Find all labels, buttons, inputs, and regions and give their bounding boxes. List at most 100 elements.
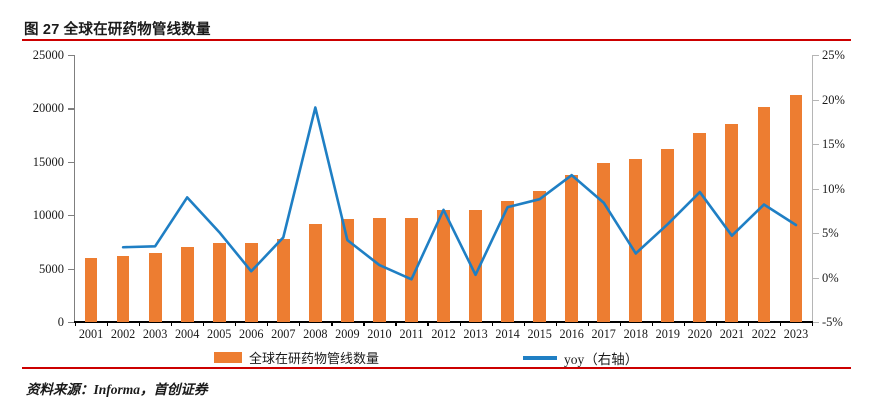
bar-2020 xyxy=(693,132,707,322)
y-axis-left-tick xyxy=(68,322,74,324)
y-axis-left-tick xyxy=(68,108,74,110)
y-axis-right-tick-label: 15% xyxy=(822,137,845,151)
y-axis-right-tick-label: 10% xyxy=(822,181,845,196)
x-axis-tick xyxy=(171,322,173,326)
x-axis-label-2010: 2010 xyxy=(367,327,392,341)
bar-2021 xyxy=(725,123,739,322)
x-axis-label-2002: 2002 xyxy=(110,327,136,341)
bar-2011 xyxy=(405,218,418,322)
bar-2015 xyxy=(533,190,547,322)
x-axis-label-2018: 2018 xyxy=(623,327,648,341)
x-axis-label-2006: 2006 xyxy=(239,327,264,341)
yoy-line-series xyxy=(121,106,798,281)
x-axis-label-2003: 2003 xyxy=(142,327,168,341)
y-axis-right-tick xyxy=(813,188,819,190)
x-axis-tick xyxy=(779,322,782,326)
figure-title: 图 27 全球在研药物管线数量 xyxy=(24,22,211,38)
figure-source: 资料来源：Informa，首创证券 xyxy=(26,382,208,397)
bar-2004 xyxy=(180,247,194,322)
x-axis-label-2005: 2005 xyxy=(207,327,232,341)
y-axis-right-tick-label: 25% xyxy=(822,48,845,62)
x-axis-tick xyxy=(555,322,557,326)
bar-2019 xyxy=(661,149,675,322)
x-axis-tick xyxy=(139,322,141,326)
y-axis-left-tick-label: 20000 xyxy=(32,101,64,116)
x-axis-label-2001: 2001 xyxy=(78,327,104,341)
x-axis-tick xyxy=(619,322,621,326)
x-axis-tick xyxy=(331,322,333,326)
bar-2014 xyxy=(501,201,514,322)
x-axis-tick xyxy=(235,322,237,326)
x-axis-tick xyxy=(395,322,397,326)
x-axis-tick xyxy=(75,322,77,326)
x-axis-label-2016: 2016 xyxy=(559,327,584,341)
bar-2003 xyxy=(148,253,162,322)
y-axis-right-tick xyxy=(813,233,819,235)
yoy-polyline xyxy=(121,106,798,281)
x-axis-tick xyxy=(651,322,653,326)
plot-wrapper: 25000 20000 15000 10000 5000 0 25% 20% 15% 10% 5%… xyxy=(0,44,873,344)
x-axis-tick xyxy=(491,322,493,326)
y-axis-right-tick-label: 0% xyxy=(822,270,839,285)
bar-2008 xyxy=(308,223,322,322)
y-axis-left-tick xyxy=(68,161,74,163)
bar-2017 xyxy=(597,163,611,322)
y-axis-left-tick-label: 5000 xyxy=(39,261,64,276)
x-axis-label-2009: 2009 xyxy=(335,327,360,341)
bar-2001 xyxy=(84,257,98,322)
bar-2009 xyxy=(340,219,354,322)
x-axis-label-2015: 2015 xyxy=(527,327,552,341)
x-axis-tick xyxy=(715,322,718,326)
x-axis-tick xyxy=(267,322,269,326)
y-axis-right-tick-label: -5% xyxy=(822,315,843,329)
y-axis-left-line xyxy=(74,55,76,322)
x-axis-label-2013: 2013 xyxy=(463,327,488,341)
x-axis-tick xyxy=(203,322,205,326)
x-axis-label-2017: 2017 xyxy=(591,327,616,341)
x-axis-tick xyxy=(812,322,814,326)
y-axis-right-tick xyxy=(813,322,819,324)
legend-item-line[interactable]: yoy（右轴） xyxy=(523,348,638,368)
x-axis-label-2012: 2012 xyxy=(431,327,456,341)
y-axis-left-tick xyxy=(68,55,74,57)
y-axis-left-tick-label: 25000 xyxy=(32,48,64,62)
title-rule xyxy=(22,39,851,41)
footer-rule xyxy=(22,367,851,369)
bar-2018 xyxy=(629,158,643,322)
y-axis-right-tick-label: 20% xyxy=(822,92,845,107)
x-axis-label-2022: 2022 xyxy=(751,327,777,341)
x-axis-tick xyxy=(683,322,685,326)
legend-item-bars[interactable]: 全球在研药物管线数量 xyxy=(214,348,379,367)
x-axis-tick xyxy=(459,322,461,326)
legend-bar-swatch-icon xyxy=(214,352,242,363)
legend-bar-label: 全球在研药物管线数量 xyxy=(249,351,380,366)
y-axis-right-tick xyxy=(813,277,819,279)
legend-line-swatch-icon xyxy=(523,356,557,360)
x-axis-label-2020: 2020 xyxy=(687,327,713,341)
x-axis-label-2008: 2008 xyxy=(303,327,328,341)
x-axis-label-2023: 2023 xyxy=(783,327,809,341)
x-axis-tick xyxy=(363,322,365,326)
bar-2022 xyxy=(757,107,771,322)
bar-2010 xyxy=(373,218,386,322)
x-axis-label-2007: 2007 xyxy=(271,327,296,341)
chart-legend: 全球在研药物管线数量 yoy（右轴） xyxy=(0,348,873,368)
bar-2012 xyxy=(437,210,450,322)
x-axis-tick xyxy=(427,322,429,326)
y-axis-right-line xyxy=(812,55,814,322)
legend-line-label: yoy（右轴） xyxy=(564,352,639,367)
y-axis-right-tick xyxy=(813,55,819,57)
bar-2007 xyxy=(276,239,290,322)
x-axis-label-2019: 2019 xyxy=(655,327,680,341)
x-axis-label-2014: 2014 xyxy=(495,327,520,341)
x-axis-tick xyxy=(747,322,750,326)
x-axis-label-2011: 2011 xyxy=(399,327,424,341)
y-axis-right-tick xyxy=(813,144,819,146)
y-axis-left-tick xyxy=(68,215,74,217)
bar-2016 xyxy=(565,175,579,322)
x-axis-tick xyxy=(299,322,301,326)
x-axis-tick xyxy=(523,322,525,326)
x-axis-tick xyxy=(587,322,589,326)
bar-2013 xyxy=(469,210,482,322)
